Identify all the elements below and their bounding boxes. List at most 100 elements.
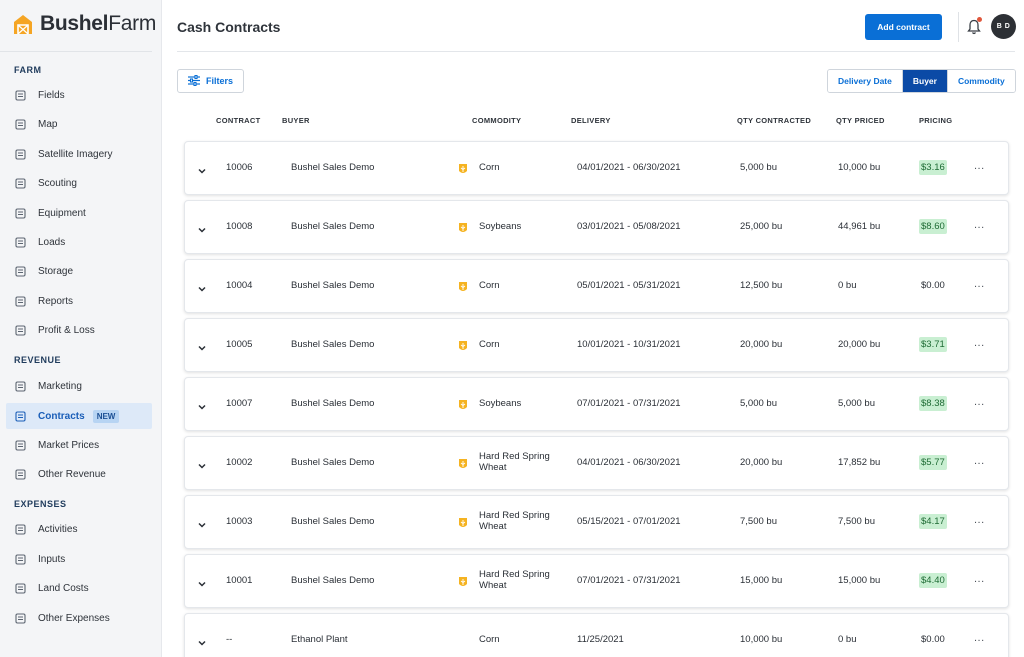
sidebar-item-label: Contracts bbox=[38, 410, 85, 422]
sidebar-item-label: Map bbox=[38, 118, 58, 130]
sidebar-item-other-expenses[interactable]: Other Expenses bbox=[6, 605, 152, 631]
column-header-qty-contracted[interactable]: QTY CONTRACTED bbox=[737, 116, 812, 125]
chevron-down-icon[interactable] bbox=[197, 399, 207, 410]
sidebar-item-label: Land Costs bbox=[38, 582, 89, 594]
more-options-button[interactable]: ... bbox=[974, 396, 985, 408]
commodity: Hard Red Spring bbox=[479, 510, 550, 521]
table-row[interactable]: 10001 Bushel Sales Demo Hard Red Spring Whe… bbox=[184, 554, 1009, 608]
buyer-name: Bushel Sales Demo bbox=[291, 575, 375, 586]
group-by-delivery-date[interactable]: Delivery Date bbox=[828, 70, 903, 92]
sidebar-item-storage[interactable]: Storage bbox=[6, 258, 152, 284]
sidebar-item-map[interactable]: Map bbox=[6, 111, 152, 137]
column-header-buyer[interactable]: BUYER bbox=[282, 116, 310, 125]
more-options-button[interactable]: ... bbox=[974, 219, 985, 231]
chevron-down-icon[interactable] bbox=[197, 576, 207, 587]
wheat-icon bbox=[458, 575, 468, 587]
table-row[interactable]: 10006 Bushel Sales Demo Corn 04/01/2021 - 0… bbox=[184, 141, 1009, 195]
more-options-button[interactable]: ... bbox=[974, 160, 985, 172]
commodity: Wheat bbox=[479, 580, 507, 591]
chevron-down-icon[interactable] bbox=[197, 517, 207, 528]
buyer-name: Bushel Sales Demo bbox=[291, 398, 375, 409]
contract-number: 10006 bbox=[226, 162, 253, 173]
delivery-range: 05/15/2021 - 07/01/2021 bbox=[577, 516, 681, 527]
column-header-contract[interactable]: CONTRACT bbox=[216, 116, 261, 125]
chevron-down-icon[interactable] bbox=[197, 340, 207, 351]
sidebar-item-satellite-imagery[interactable]: Satellite Imagery bbox=[6, 141, 152, 167]
more-options-button[interactable]: ... bbox=[974, 278, 985, 290]
buyer-name: Bushel Sales Demo bbox=[291, 516, 375, 527]
table-row[interactable]: -- Ethanol Plant Corn 11/25/2021 10,000 bu 0 … bbox=[184, 613, 1009, 657]
page-title: Cash Contracts bbox=[177, 19, 281, 35]
sidebar-item-label: Equipment bbox=[38, 207, 86, 219]
commodity: Hard Red Spring bbox=[479, 569, 550, 580]
contract-number: 10003 bbox=[226, 516, 253, 527]
contract-number: 10001 bbox=[226, 575, 253, 586]
group-by-commodity[interactable]: Commodity bbox=[947, 70, 1015, 92]
sidebar-item-scouting[interactable]: Scouting bbox=[6, 170, 152, 196]
more-options-button[interactable]: ... bbox=[974, 455, 985, 467]
brand-logo[interactable]: BushelFarm bbox=[12, 12, 156, 36]
sidebar-item-equipment[interactable]: Equipment bbox=[6, 200, 152, 226]
table-row[interactable]: 10005 Bushel Sales Demo Corn 10/01/2021 - 1… bbox=[184, 318, 1009, 372]
column-header-commodity[interactable]: COMMODITY bbox=[472, 116, 522, 125]
chevron-down-icon[interactable] bbox=[197, 281, 207, 292]
more-options-button[interactable]: ... bbox=[974, 632, 985, 644]
sidebar-item-label: Marketing bbox=[38, 380, 82, 392]
sidebar-item-other-revenue[interactable]: Other Revenue bbox=[6, 461, 152, 487]
sidebar-item-label: Inputs bbox=[38, 553, 66, 565]
sidebar-item-inputs[interactable]: Inputs bbox=[6, 546, 152, 572]
contract-number: 10007 bbox=[226, 398, 253, 409]
contract-number: 10008 bbox=[226, 221, 253, 232]
group-by-toggle: Delivery Date Buyer Commodity bbox=[827, 69, 1016, 93]
sidebar-item-activities[interactable]: Activities bbox=[6, 516, 152, 542]
group-by-buyer[interactable]: Buyer bbox=[902, 70, 948, 92]
delivery-range: 11/25/2021 bbox=[577, 634, 624, 645]
table-row[interactable]: 10007 Bushel Sales Demo Soybeans 07/01/2021… bbox=[184, 377, 1009, 431]
more-options-button[interactable]: ... bbox=[974, 514, 985, 526]
column-header-delivery[interactable]: DELIVERY bbox=[571, 116, 611, 125]
price-badge: $5.77 bbox=[919, 455, 947, 470]
sliders-icon bbox=[187, 74, 200, 88]
table-row[interactable]: 10003 Bushel Sales Demo Hard Red Spring Whe… bbox=[184, 495, 1009, 549]
commodity: Soybeans bbox=[479, 221, 522, 232]
qty-contracted: 25,000 bu bbox=[740, 221, 783, 232]
sidebar-item-reports[interactable]: Reports bbox=[6, 288, 152, 314]
inputs-icon bbox=[14, 553, 26, 565]
header-bottom-divider bbox=[177, 51, 1015, 52]
qty-priced: 5,000 bu bbox=[838, 398, 875, 409]
price-badge: $4.17 bbox=[919, 514, 947, 529]
sidebar-item-loads[interactable]: Loads bbox=[6, 229, 152, 255]
qty-priced: 0 bu bbox=[838, 280, 857, 291]
chevron-down-icon[interactable] bbox=[197, 222, 207, 233]
sidebar-item-fields[interactable]: Fields bbox=[6, 82, 152, 108]
sidebar-item-profit-loss[interactable]: Profit & Loss bbox=[6, 317, 152, 343]
sidebar-item-label: Satellite Imagery bbox=[38, 148, 113, 160]
qty-priced: 20,000 bu bbox=[838, 339, 881, 350]
sidebar-item-marketing[interactable]: Marketing bbox=[6, 373, 152, 399]
wheat-icon bbox=[458, 280, 468, 292]
more-options-button[interactable]: ... bbox=[974, 573, 985, 585]
chevron-down-icon[interactable] bbox=[197, 163, 207, 174]
qty-contracted: 10,000 bu bbox=[740, 634, 783, 645]
table-row[interactable]: 10004 Bushel Sales Demo Corn 05/01/2021 - 0… bbox=[184, 259, 1009, 313]
avatar[interactable]: B D bbox=[991, 14, 1016, 39]
sidebar-item-market-prices[interactable]: Market Prices bbox=[6, 432, 152, 458]
bell-icon[interactable] bbox=[967, 19, 981, 35]
price-badge: $4.40 bbox=[919, 573, 947, 588]
add-contract-button[interactable]: Add contract bbox=[865, 14, 942, 40]
sidebar-item-land-costs[interactable]: Land Costs bbox=[6, 575, 152, 601]
sidebar-section-label: EXPENSES bbox=[14, 499, 67, 509]
table-row[interactable]: 10002 Bushel Sales Demo Hard Red Spring Whe… bbox=[184, 436, 1009, 490]
more-options-button[interactable]: ... bbox=[974, 337, 985, 349]
column-header-pricing[interactable]: PRICING bbox=[919, 116, 953, 125]
chevron-down-icon[interactable] bbox=[197, 635, 207, 646]
table-row[interactable]: 10008 Bushel Sales Demo Soybeans 03/01/2021… bbox=[184, 200, 1009, 254]
filters-button[interactable]: Filters bbox=[177, 69, 244, 93]
column-header-qty-priced[interactable]: QTY PRICED bbox=[836, 116, 885, 125]
chevron-down-icon[interactable] bbox=[197, 458, 207, 469]
sidebar-item-label: Fields bbox=[38, 89, 65, 101]
sidebar-item-contracts[interactable]: Contracts NEW bbox=[6, 403, 152, 429]
contract-number: 10004 bbox=[226, 280, 253, 291]
qty-priced: 44,961 bu bbox=[838, 221, 881, 232]
brand-name: BushelFarm bbox=[40, 12, 157, 35]
